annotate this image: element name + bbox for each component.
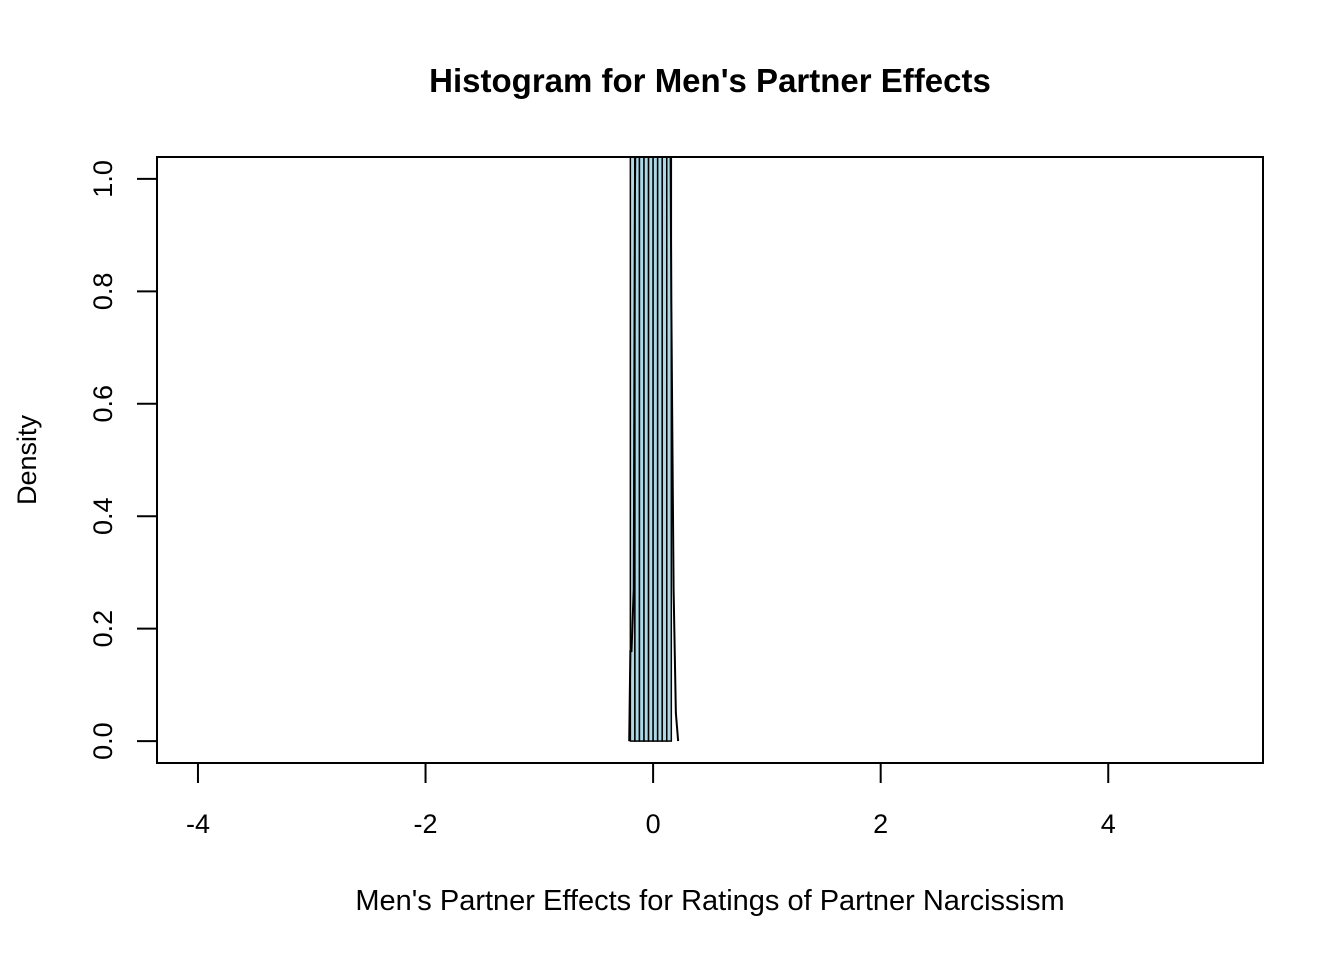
- bar: [647, 157, 654, 742]
- x-tick-label: -4: [186, 809, 210, 839]
- x-tick-label: 0: [646, 809, 661, 839]
- y-tick-label: 0.0: [88, 722, 118, 760]
- y-tick-label: 0.8: [88, 273, 118, 311]
- y-axis-label: Density: [12, 414, 42, 505]
- y-tick-label: 0.4: [88, 497, 118, 535]
- bar: [666, 157, 673, 742]
- bar: [634, 157, 641, 742]
- plot-area: [628, 157, 680, 742]
- bar: [638, 157, 645, 742]
- y-tick-label: 1.0: [88, 160, 118, 198]
- bar: [652, 157, 659, 742]
- x-tick-label: 2: [873, 809, 888, 839]
- plot-frame: [156, 156, 1264, 764]
- y-tick-label: 0.2: [88, 610, 118, 648]
- y-tick-label: 0.6: [88, 385, 118, 423]
- density-curve: [628, 157, 680, 742]
- bar: [643, 157, 650, 742]
- x-tick-label: -2: [414, 809, 438, 839]
- bar: [661, 157, 668, 742]
- x-axis-label: Men's Partner Effects for Ratings of Par…: [355, 885, 1064, 917]
- bar: [629, 157, 636, 742]
- x-tick-label: 4: [1101, 809, 1116, 839]
- chart-title: Histogram for Men's Partner Effects: [429, 62, 991, 99]
- bar: [656, 157, 663, 742]
